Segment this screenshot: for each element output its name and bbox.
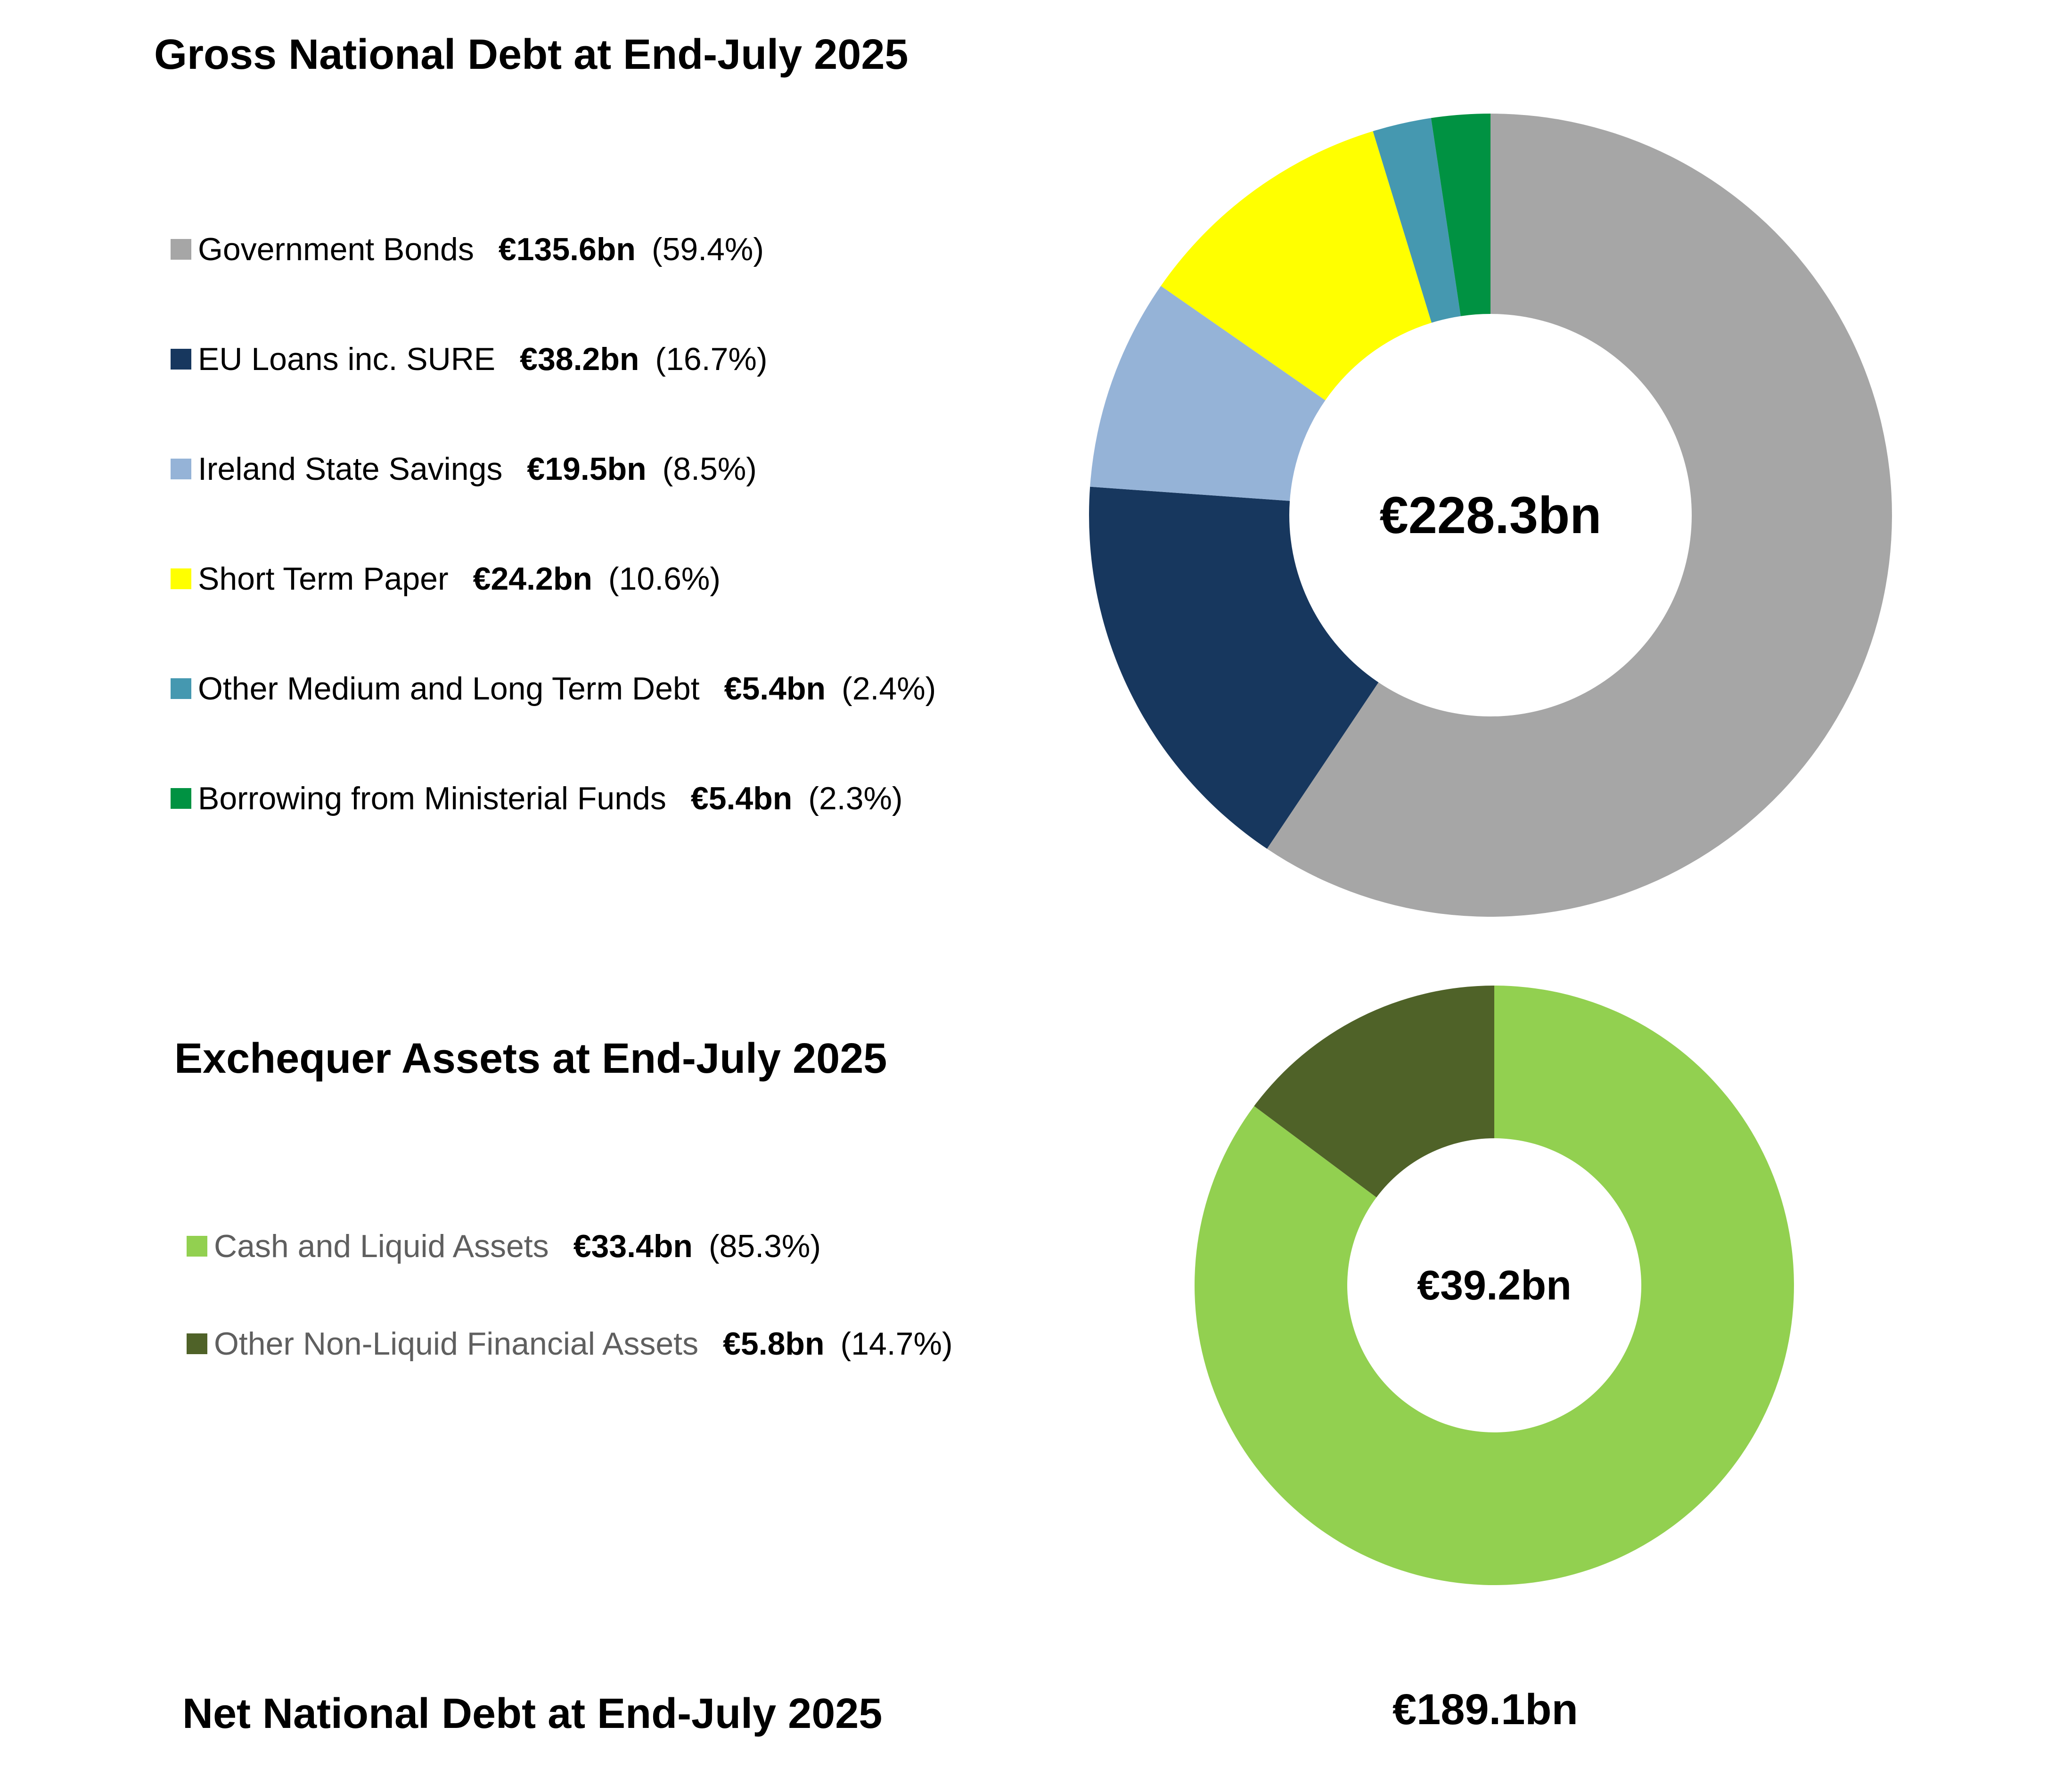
net-debt-title: Net National Debt at End-July 2025 [182,1690,883,1737]
legend-swatch [171,678,191,699]
net-debt-value: €189.1bn [1392,1686,1578,1734]
legend-percent: (85.3%) [708,1228,821,1264]
legend-value: €38.2bn [520,341,639,377]
slice-cash-and-liquid-assets [1195,986,1794,1585]
slice-other-medium-and-long-term-debt [1373,118,1461,323]
legend-value: €33.4bn [573,1228,693,1264]
legend-swatch [171,568,191,589]
legend-value: €5.4bn [690,781,793,816]
legend-value: €24.2bn [473,561,592,597]
legend-label: Ireland State Savings [198,451,503,487]
legend-percent: (10.6%) [608,561,721,597]
legend-percent: (2.3%) [808,781,903,816]
slice-other-non-liquid-financial-assets [1254,986,1494,1198]
legend-item-eu-loans-inc-sure: EU Loans inc. SURE €38.2bn (16.7%) [171,341,768,378]
legend-label: Borrowing from Ministerial Funds [198,781,666,816]
slice-ireland-state-savings [1090,286,1326,501]
legend-value: €19.5bn [527,451,647,487]
legend-swatch [171,239,191,260]
legend-item-government-bonds: Government Bonds €135.6bn (59.4%) [171,231,764,268]
legend-item-ireland-state-savings: Ireland State Savings €19.5bn (8.5%) [171,451,757,487]
slice-eu-loans-inc-sure [1089,486,1379,849]
legend-swatch [171,788,191,809]
legend-label: Short Term Paper [198,561,449,597]
slice-government-bonds [1267,114,1892,917]
legend-item-other-non-liquid-financial-assets: Other Non-Liquid Financial Assets €5.8bn (… [187,1325,953,1362]
legend-label: Government Bonds [198,231,474,267]
legend-value: €135.6bn [498,231,636,267]
legend-item-other-medium-and-long-term-debt: Other Medium and Long Term Debt €5.4bn (2.… [171,670,936,707]
legend-swatch [171,349,191,370]
slice-short-term-paper [1161,131,1432,401]
legend-item-short-term-paper: Short Term Paper €24.2bn (10.6%) [171,560,721,597]
legend-label: Other Non-Liquid Financial Assets [214,1326,699,1362]
legend-value: €5.8bn [723,1326,825,1362]
legend-item-cash-and-liquid-assets: Cash and Liquid Assets €33.4bn (85.3%) [187,1228,821,1265]
legend-swatch [171,459,191,479]
legend-swatch [187,1236,207,1257]
legend-swatch [187,1333,207,1354]
legend-percent: (2.4%) [842,671,936,707]
legend-item-borrowing-from-ministerial-funds: Borrowing from Ministerial Funds €5.4bn (2… [171,780,903,817]
gross-debt-title: Gross National Debt at End-July 2025 [154,31,909,78]
legend-label: Other Medium and Long Term Debt [198,671,700,707]
exchequer-assets-title: Exchequer Assets at End-July 2025 [174,1035,887,1082]
legend-percent: (16.7%) [655,341,768,377]
legend-label: EU Loans inc. SURE [198,341,496,377]
legend-percent: (59.4%) [651,231,764,267]
legend-label: Cash and Liquid Assets [214,1228,549,1264]
center-total-label: €228.3bn [1380,486,1602,544]
legend-value: €5.4bn [724,671,826,707]
legend-percent: (14.7%) [840,1326,953,1362]
center-total-label: €39.2bn [1417,1262,1572,1308]
slice-borrowing-from-ministerial-funds [1431,114,1491,316]
legend-percent: (8.5%) [662,451,757,487]
